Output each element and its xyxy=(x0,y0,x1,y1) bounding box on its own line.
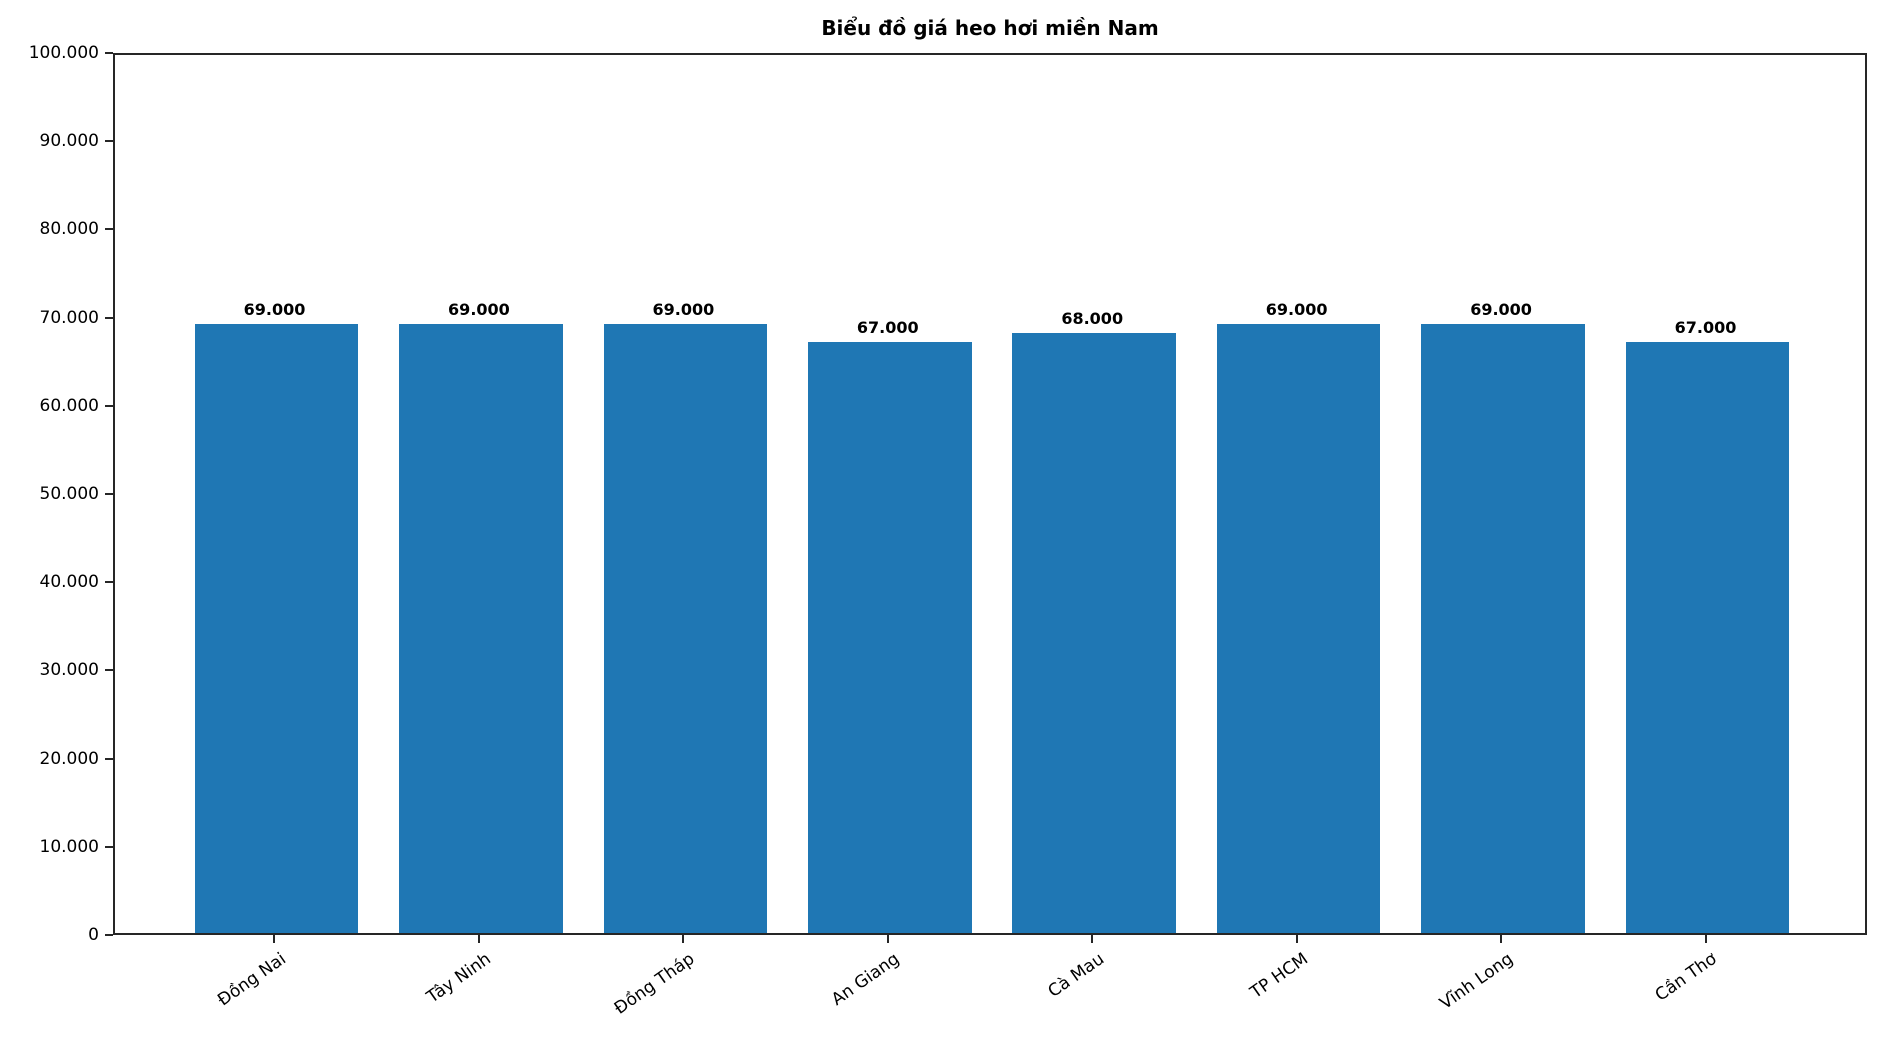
bar xyxy=(603,324,768,933)
x-tick-label: An Giang xyxy=(828,949,904,1010)
y-tick-label: 40.000 xyxy=(39,572,99,593)
y-tick-mark xyxy=(105,757,113,760)
y-tick-label: 0 xyxy=(88,925,99,945)
x-tick-label: Đồng Nai xyxy=(214,949,290,1011)
x-tick-mark xyxy=(1500,935,1503,943)
bar-value-label: 69.000 xyxy=(652,300,715,320)
y-tick-mark xyxy=(105,228,113,231)
y-tick-label: 50.000 xyxy=(39,484,99,504)
y-tick-mark xyxy=(105,316,113,319)
bar-value-label: 69.000 xyxy=(243,300,306,320)
x-tick-mark xyxy=(1091,935,1094,943)
bar xyxy=(194,324,359,933)
x-tick-label: Tây Ninh xyxy=(422,949,495,1008)
bar xyxy=(1421,324,1585,933)
plot-area xyxy=(113,53,1867,935)
y-tick-mark xyxy=(105,140,113,143)
y-tick-label: 100.000 xyxy=(28,43,99,63)
y-tick-label: 60.000 xyxy=(39,395,99,416)
y-tick-label: 90.000 xyxy=(39,131,99,152)
x-tick-mark xyxy=(273,935,276,943)
bar-value-label: 69.000 xyxy=(448,300,510,320)
bar xyxy=(399,324,563,933)
y-tick-mark xyxy=(105,934,113,936)
bar xyxy=(808,342,972,933)
y-tick-mark xyxy=(105,52,113,54)
y-tick-label: 30.000 xyxy=(39,660,99,681)
bar-value-label: 67.000 xyxy=(856,318,919,338)
x-tick-label: Vĩnh Long xyxy=(1435,949,1517,1014)
y-tick-mark xyxy=(105,581,113,584)
y-tick-mark xyxy=(105,845,113,848)
bars-layer xyxy=(115,55,1865,933)
bar xyxy=(1216,324,1381,933)
bar-value-label: 69.000 xyxy=(1470,300,1532,320)
x-tick-label: Đồng Tháp xyxy=(611,949,699,1019)
bar xyxy=(1012,333,1176,933)
bar-value-label: 69.000 xyxy=(1265,300,1328,320)
bar xyxy=(1625,342,1790,933)
x-tick-label: Cần Thơ xyxy=(1652,949,1721,1006)
y-tick-mark xyxy=(105,669,113,672)
y-tick-mark xyxy=(105,404,113,407)
y-tick-label: 80.000 xyxy=(39,219,99,240)
x-tick-mark xyxy=(1704,935,1707,943)
x-tick-mark xyxy=(1295,935,1298,943)
chart-title: Biểu đồ giá heo hơi miền Nam xyxy=(821,16,1159,40)
bar-value-label: 67.000 xyxy=(1674,318,1737,338)
y-tick-mark xyxy=(105,493,113,495)
x-tick-mark xyxy=(886,935,889,943)
x-tick-mark xyxy=(477,935,480,943)
x-tick-label: Cà Mau xyxy=(1044,949,1108,1002)
x-tick-mark xyxy=(682,935,685,943)
y-tick-label: 70.000 xyxy=(39,307,99,328)
y-tick-label: 20.000 xyxy=(39,748,99,769)
bar-value-label: 68.000 xyxy=(1061,309,1124,329)
y-tick-label: 10.000 xyxy=(39,836,99,857)
x-tick-label: TP HCM xyxy=(1247,949,1313,1003)
